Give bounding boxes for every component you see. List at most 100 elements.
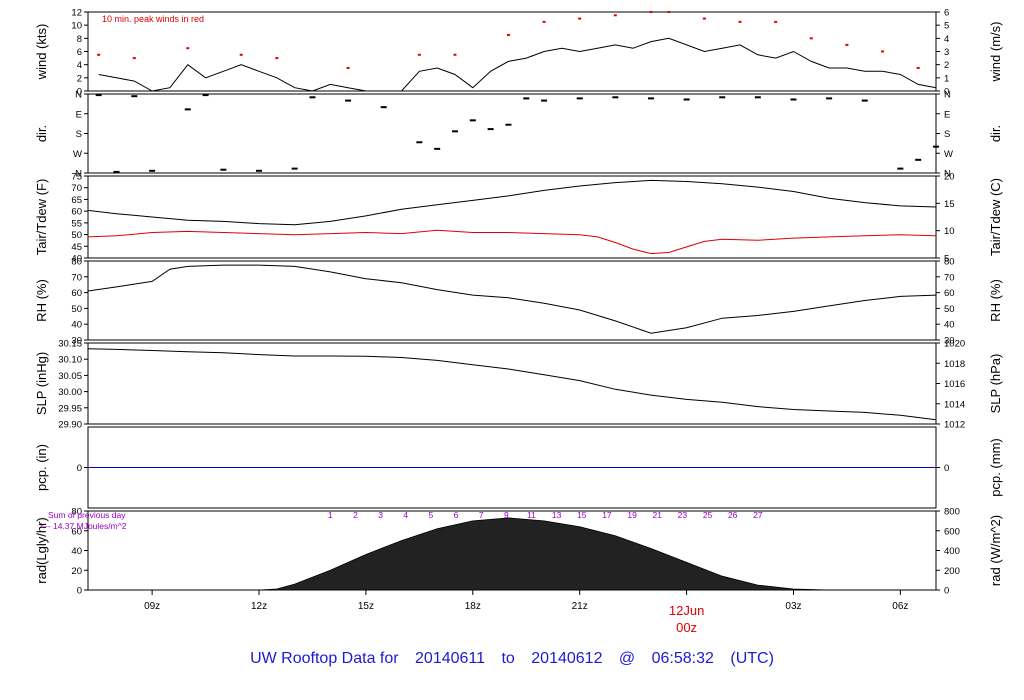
y-tick-label-right-slp: 1020 <box>944 339 965 350</box>
series-line-temp-tair <box>87 179 937 226</box>
chart-title: UW Rooftop Data for 20140611 to 20140612… <box>0 650 1024 668</box>
rad-hour-label: 19 <box>627 510 637 520</box>
y-axis-label-right-dir: dir. <box>988 125 1003 142</box>
y-tick-label-right-dir: N <box>944 90 951 101</box>
rad-hour-label: 1 <box>328 510 333 520</box>
rad-hour-label: 7 <box>479 510 484 520</box>
y-tick-label-right-dir: S <box>944 129 950 140</box>
peak-wind-mark <box>738 20 742 23</box>
y-tick-label-left-wind: 6 <box>77 47 82 58</box>
y-tick-label-left-slp: 30.00 <box>58 387 82 398</box>
y-axis-label-right-rad: rad (W/m^2) <box>988 515 1003 586</box>
dir-mark <box>469 119 476 122</box>
dir-mark <box>683 98 690 101</box>
rad-annotation-line1: Sum of previous day <box>48 510 126 520</box>
dir-mark <box>416 141 423 144</box>
y-tick-label-left-rh: 70 <box>71 272 82 283</box>
y-tick-label-left-temp: 40 <box>71 254 82 265</box>
dir-mark <box>149 169 156 172</box>
y-axis-label-right-wind: wind (m/s) <box>988 22 1003 83</box>
dir-mark <box>95 94 102 97</box>
peak-wind-mark <box>774 20 778 23</box>
y-tick-label-right-dir: W <box>944 149 953 160</box>
y-tick-label-left-wind: 4 <box>77 60 82 71</box>
y-tick-label-right-dir: E <box>944 109 950 120</box>
y-tick-label-right-temp: 10 <box>944 226 955 237</box>
date-marker-label: 12Jun <box>669 603 704 618</box>
y-tick-label-left-rh: 40 <box>71 320 82 331</box>
x-tick-label: 03z <box>785 601 801 612</box>
y-tick-label-right-rh: 60 <box>944 288 955 299</box>
title-to: to <box>501 650 515 667</box>
y-tick-label-right-rad: 600 <box>944 526 960 537</box>
dir-mark <box>487 128 494 131</box>
dir-mark <box>256 169 263 172</box>
y-tick-label-left-rad: 80 <box>71 507 82 518</box>
peak-wind-mark <box>702 17 706 20</box>
peak-wind-mark <box>453 53 457 56</box>
rad-hour-label: 26 <box>728 510 738 520</box>
x-tick-label: 06z <box>892 601 908 612</box>
y-tick-label-right-wind: 1 <box>944 73 949 84</box>
peak-wind-mark <box>649 11 653 13</box>
rad-hour-label: 3 <box>378 510 383 520</box>
y-tick-label-left-rh: 30 <box>71 336 82 347</box>
y-tick-label-left-rad: 0 <box>77 586 82 597</box>
y-tick-label-right-rh: 50 <box>944 304 955 315</box>
peak-wind-mark <box>186 47 190 50</box>
rad-hour-label: 11 <box>527 510 536 520</box>
y-axis-label-left-pcp: pcp. (in) <box>34 444 49 491</box>
dir-mark <box>826 97 833 100</box>
y-tick-label-left-slp: 29.90 <box>58 420 82 431</box>
x-tick-label: 00z <box>676 620 697 635</box>
peak-wind-mark <box>845 43 849 46</box>
y-tick-label-right-temp: 15 <box>944 199 955 210</box>
y-axis-label-left-slp: SLP (inHg) <box>34 352 49 415</box>
y-tick-label-right-rad: 0 <box>944 586 949 597</box>
y-tick-label-left-dir: W <box>73 149 82 160</box>
rad-hour-label: 2 <box>353 510 358 520</box>
wind-annotation: 10 min. peak winds in red <box>102 14 204 24</box>
y-tick-label-right-temp: 5 <box>944 254 949 265</box>
rad-annotation-line2: <-- 14.37 MJoules/m^2 <box>40 521 127 531</box>
y-tick-label-left-slp: 30.10 <box>58 355 82 366</box>
peak-wind-mark <box>667 11 671 13</box>
dir-mark <box>113 170 120 173</box>
y-axis-label-left-temp: Tair/Tdew (F) <box>34 179 49 256</box>
dir-mark <box>754 96 761 99</box>
y-axis-label-left-wind: wind (kts) <box>34 24 49 81</box>
y-axis-label-left-dir: dir. <box>34 125 49 142</box>
y-tick-label-left-dir: N <box>75 90 82 101</box>
dir-mark <box>719 96 726 99</box>
x-tick-label: 18z <box>465 601 481 612</box>
dir-mark <box>897 167 904 170</box>
dir-mark <box>523 97 530 100</box>
y-axis-label-right-temp: Tair/Tdew (C) <box>988 178 1003 256</box>
dir-mark <box>576 97 583 100</box>
peak-wind-mark <box>613 14 617 17</box>
panel-frame-rh <box>87 260 937 341</box>
y-tick-label-right-wind: 5 <box>944 21 949 32</box>
y-tick-label-left-rh: 60 <box>71 288 82 299</box>
series-line-temp-tdew <box>87 229 937 255</box>
peak-wind-mark <box>239 53 243 56</box>
dir-mark <box>220 168 227 171</box>
rad-hour-label: 6 <box>454 510 459 520</box>
rad-hour-label: 4 <box>403 510 408 520</box>
series-line-wind <box>98 37 937 92</box>
y-tick-label-right-rh: 80 <box>944 257 955 268</box>
dir-mark <box>131 95 138 98</box>
peak-wind-mark <box>809 37 813 40</box>
y-tick-label-left-temp: 60 <box>71 207 82 218</box>
y-tick-label-left-rad: 40 <box>71 546 82 557</box>
x-tick-label: 21z <box>572 601 588 612</box>
y-tick-label-right-pcp: 0 <box>944 463 949 474</box>
y-tick-label-right-dir: N <box>944 169 951 180</box>
y-tick-label-left-rh: 80 <box>71 257 82 268</box>
y-tick-label-left-dir: E <box>76 109 82 120</box>
panel-frame-dir <box>87 93 937 174</box>
peak-wind-mark <box>578 17 582 20</box>
y-tick-label-right-slp: 1016 <box>944 379 965 390</box>
y-tick-label-left-slp: 30.15 <box>58 339 82 350</box>
